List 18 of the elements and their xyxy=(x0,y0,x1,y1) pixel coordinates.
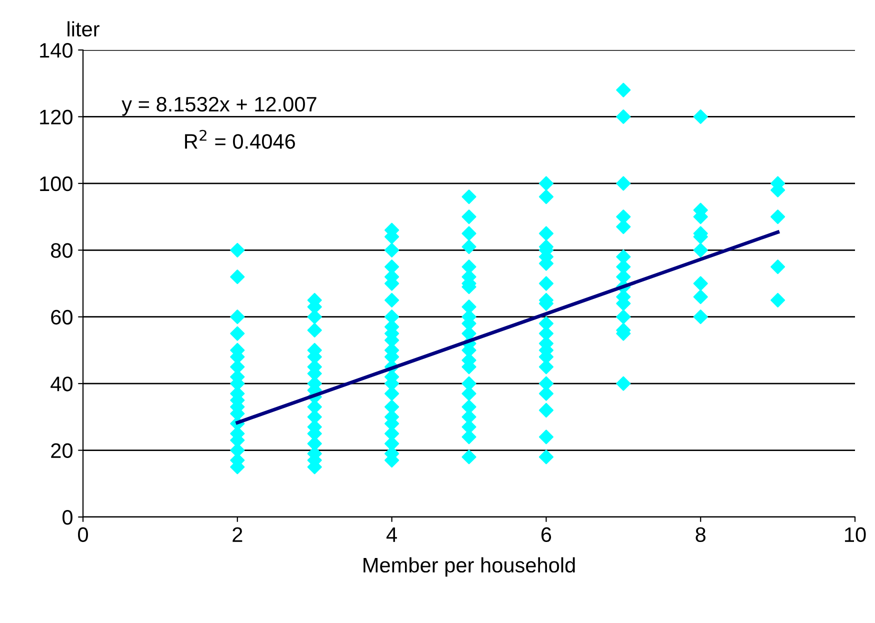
y-tick-label: 40 xyxy=(50,376,72,392)
x-tick-label: 10 xyxy=(845,527,866,542)
y-axis-title: liter xyxy=(68,21,100,37)
y-tick-label: 140 xyxy=(40,43,72,58)
y-tick-label: 0 xyxy=(62,510,72,525)
x-tick-label: 0 xyxy=(78,527,88,542)
x-tick-label: 4 xyxy=(386,527,397,542)
y-tick-label: 20 xyxy=(51,443,72,458)
x-tick-label: 2 xyxy=(232,527,242,542)
x-tick-label: 8 xyxy=(696,527,706,542)
y-tick-label: 100 xyxy=(40,176,72,192)
y-tick-label: 80 xyxy=(51,243,72,258)
x-axis-title: Member per household xyxy=(364,557,575,577)
annotation: y = 8.1532x + 12.007 xyxy=(122,96,316,116)
x-tick-label: 6 xyxy=(541,527,552,542)
y-tick-label: 120 xyxy=(40,110,72,124)
y-tick-label: 60 xyxy=(51,310,72,325)
annotation: R$^{2}$ = 0.4046 xyxy=(185,130,295,149)
